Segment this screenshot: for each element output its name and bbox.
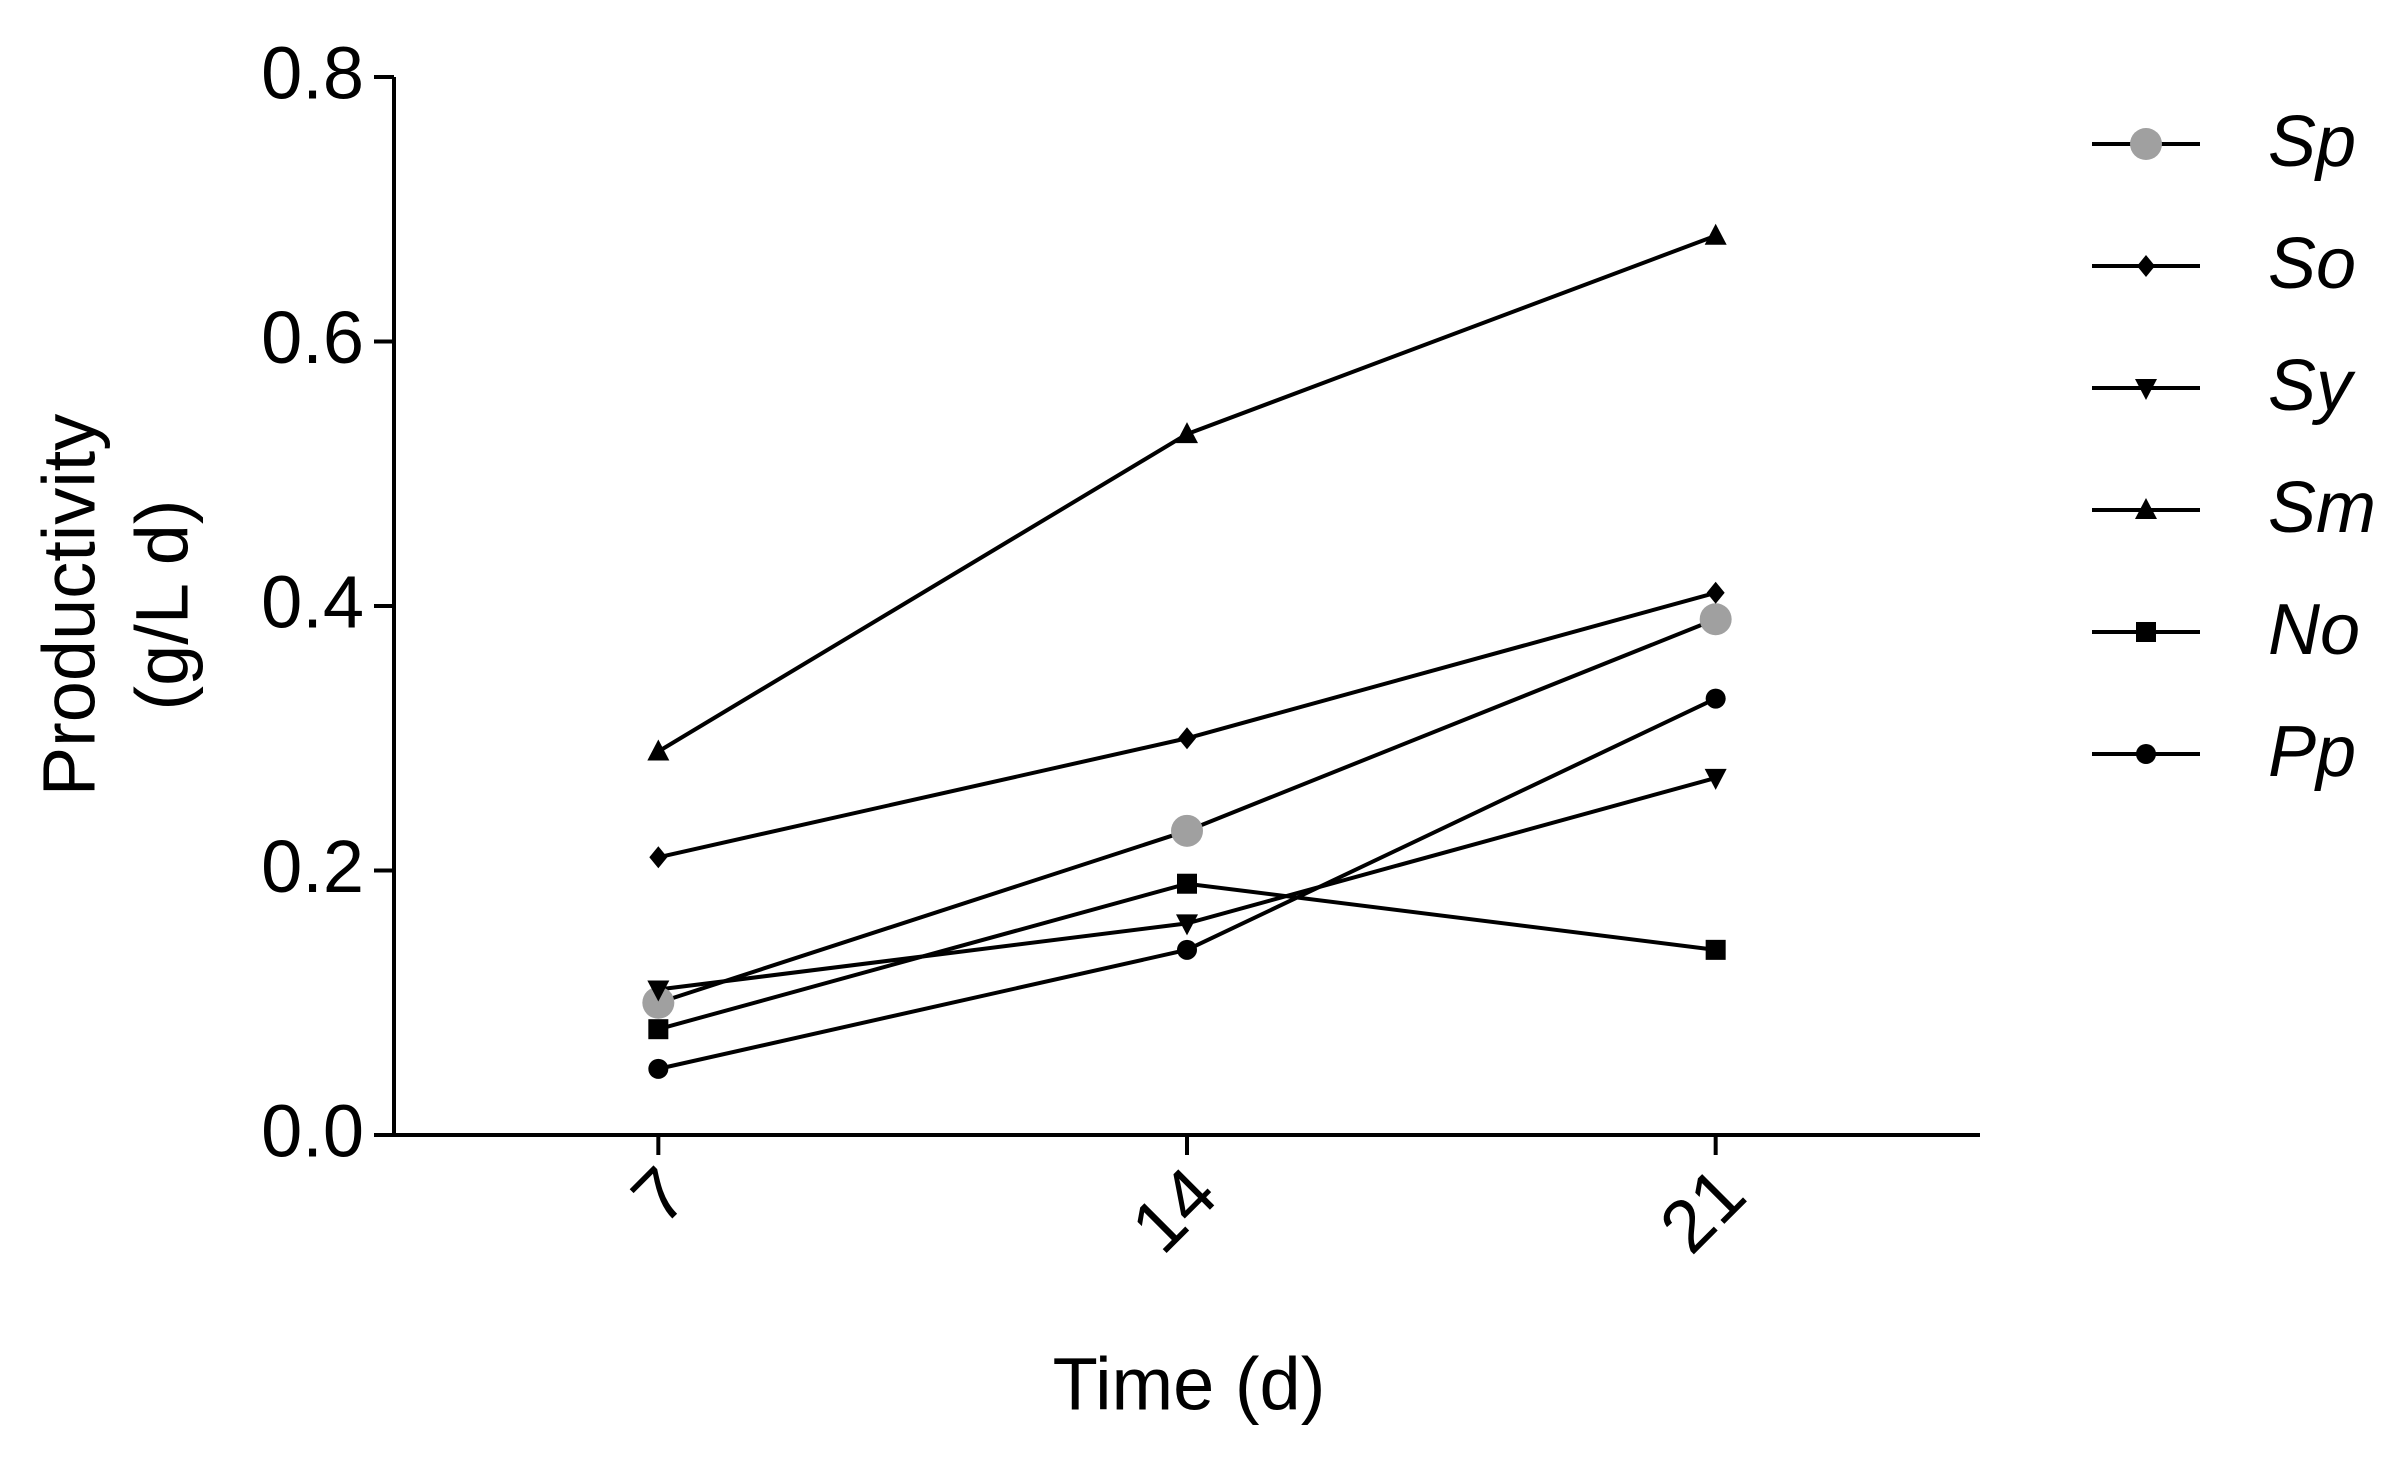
legend-label: Sm xyxy=(2268,468,2376,548)
legend-marker xyxy=(2137,255,2155,277)
data-point xyxy=(1178,727,1196,750)
legend-marker xyxy=(2135,379,2157,400)
legend-label: Sy xyxy=(2268,346,2356,426)
data-point xyxy=(1176,914,1198,936)
legend-label: So xyxy=(2268,224,2356,304)
y-tick-label: 0.8 xyxy=(261,32,364,115)
y-tick-label: 0.0 xyxy=(261,1090,364,1173)
legend-label: Pp xyxy=(2268,712,2356,792)
legend-marker xyxy=(2130,128,2162,160)
data-point xyxy=(1705,688,1726,709)
data-point xyxy=(642,986,675,1019)
legend-marker xyxy=(2136,622,2156,642)
x-tick-label: 21 xyxy=(1644,1151,1761,1268)
data-point xyxy=(1706,581,1725,604)
data-point xyxy=(648,1058,669,1079)
data-point xyxy=(1704,223,1727,245)
legend-marker xyxy=(2136,744,2156,764)
data-point xyxy=(647,739,670,761)
data-point xyxy=(1171,814,1203,847)
x-tick-label: 14 xyxy=(1115,1151,1232,1268)
y-axis-label: (g/L d) xyxy=(121,499,204,710)
y-tick-label: 0.2 xyxy=(261,825,364,908)
data-point xyxy=(1699,603,1732,636)
legend-marker xyxy=(2135,498,2157,519)
x-axis-label: Time (d) xyxy=(1053,1343,1326,1426)
legend-label: Sp xyxy=(2268,102,2356,182)
data-point xyxy=(647,980,670,1002)
legend-label: No xyxy=(2268,590,2360,670)
data-point xyxy=(1177,939,1197,960)
data-point xyxy=(1176,422,1198,444)
y-axis-label: Productivity xyxy=(28,414,111,796)
data-point xyxy=(1177,873,1197,894)
data-point xyxy=(1704,768,1727,790)
data-point xyxy=(649,846,668,869)
data-point xyxy=(1705,939,1726,960)
x-tick-label: 7 xyxy=(616,1151,704,1239)
data-point xyxy=(648,1019,669,1040)
y-tick-label: 0.4 xyxy=(261,561,364,644)
series-line xyxy=(657,233,1717,754)
y-tick-label: 0.6 xyxy=(261,296,364,379)
